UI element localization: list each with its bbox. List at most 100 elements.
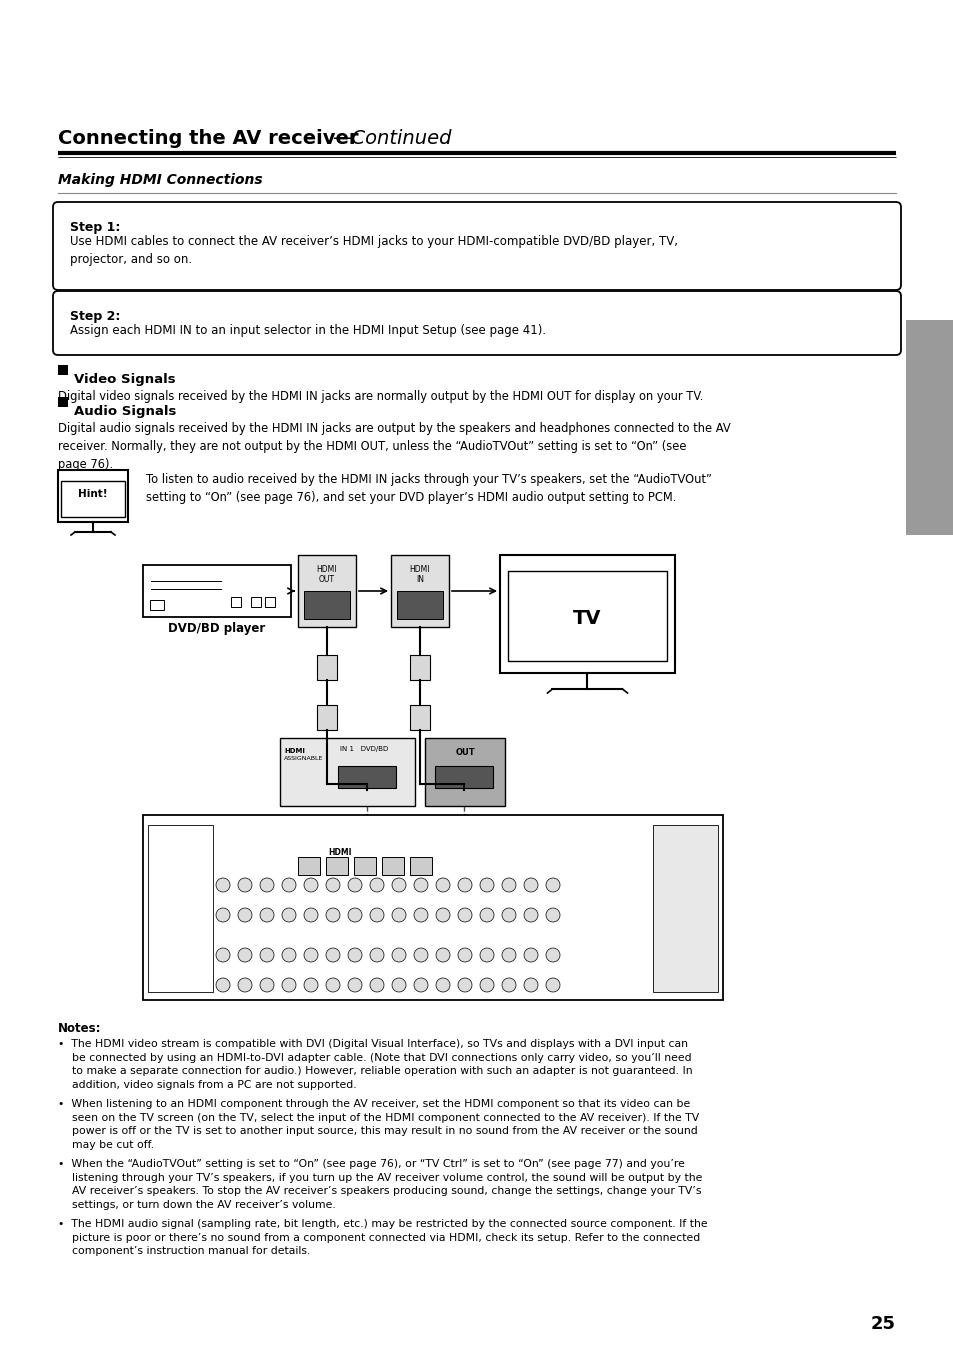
Text: •  The HDMI audio signal (sampling rate, bit length, etc.) may be restricted by : • The HDMI audio signal (sampling rate, … — [58, 1219, 707, 1256]
Circle shape — [348, 878, 361, 892]
Circle shape — [260, 878, 274, 892]
Circle shape — [304, 948, 317, 962]
Text: TV: TV — [573, 608, 601, 627]
Circle shape — [457, 978, 472, 992]
Bar — [424, 738, 504, 807]
Circle shape — [414, 878, 428, 892]
Circle shape — [348, 978, 361, 992]
Bar — [143, 565, 291, 617]
Circle shape — [392, 948, 406, 962]
Bar — [58, 365, 68, 376]
Circle shape — [479, 878, 494, 892]
Text: Video Signals: Video Signals — [74, 373, 175, 386]
Circle shape — [237, 978, 252, 992]
Text: Assign each HDMI IN to an input selector in the HDMI Input Setup (see page 41).: Assign each HDMI IN to an input selector… — [70, 324, 545, 336]
Bar — [410, 857, 432, 875]
Circle shape — [326, 908, 339, 921]
Bar — [391, 555, 449, 627]
Text: Audio Signals: Audio Signals — [74, 405, 176, 417]
Text: DVD/BD player: DVD/BD player — [168, 621, 265, 635]
Circle shape — [326, 878, 339, 892]
Bar — [410, 655, 430, 680]
Text: HDMI
IN: HDMI IN — [410, 565, 430, 585]
Bar — [280, 738, 415, 807]
Text: HDMI
OUT: HDMI OUT — [316, 565, 337, 585]
Text: •  The HDMI video stream is compatible with DVI (Digital Visual Interface), so T: • The HDMI video stream is compatible wi… — [58, 1039, 692, 1090]
Circle shape — [523, 908, 537, 921]
Circle shape — [348, 908, 361, 921]
Circle shape — [457, 878, 472, 892]
Bar — [297, 555, 355, 627]
Bar — [337, 766, 395, 788]
Circle shape — [392, 878, 406, 892]
Circle shape — [392, 978, 406, 992]
Circle shape — [304, 878, 317, 892]
Text: Step 2:: Step 2: — [70, 309, 120, 323]
Text: Hint!: Hint! — [78, 489, 108, 499]
Text: HDMI: HDMI — [328, 848, 351, 857]
Circle shape — [545, 878, 559, 892]
Circle shape — [501, 908, 516, 921]
Circle shape — [414, 978, 428, 992]
Circle shape — [260, 908, 274, 921]
Circle shape — [457, 948, 472, 962]
Circle shape — [370, 948, 384, 962]
Circle shape — [237, 948, 252, 962]
Bar — [354, 857, 375, 875]
Bar — [435, 766, 493, 788]
Circle shape — [414, 948, 428, 962]
Circle shape — [237, 878, 252, 892]
Circle shape — [545, 948, 559, 962]
Circle shape — [436, 978, 450, 992]
Bar — [251, 597, 261, 607]
Text: Making HDMI Connections: Making HDMI Connections — [58, 173, 262, 186]
Text: 25: 25 — [870, 1315, 895, 1333]
Circle shape — [370, 908, 384, 921]
Circle shape — [215, 948, 230, 962]
Text: Step 1:: Step 1: — [70, 222, 120, 234]
Circle shape — [436, 948, 450, 962]
Circle shape — [282, 908, 295, 921]
Bar — [316, 705, 336, 730]
Circle shape — [436, 908, 450, 921]
Circle shape — [282, 948, 295, 962]
Text: Notes:: Notes: — [58, 1021, 101, 1035]
Circle shape — [479, 948, 494, 962]
Bar — [265, 597, 274, 607]
Circle shape — [523, 978, 537, 992]
Text: •  When the “AudioTVOut” setting is set to “On” (see page 76), or “TV Ctrl” is s: • When the “AudioTVOut” setting is set t… — [58, 1159, 701, 1209]
Circle shape — [370, 878, 384, 892]
Circle shape — [501, 878, 516, 892]
Bar — [396, 590, 442, 619]
Circle shape — [326, 948, 339, 962]
Text: OUT: OUT — [455, 748, 475, 757]
Text: Digital video signals received by the HDMI IN jacks are normally output by the H: Digital video signals received by the HD… — [58, 390, 702, 403]
Bar — [410, 705, 430, 730]
Circle shape — [370, 978, 384, 992]
Circle shape — [215, 978, 230, 992]
Circle shape — [282, 878, 295, 892]
Circle shape — [348, 948, 361, 962]
Text: IN 1   DVD/BD: IN 1 DVD/BD — [339, 746, 388, 753]
Text: Connecting the AV receiver: Connecting the AV receiver — [58, 128, 358, 149]
Circle shape — [523, 878, 537, 892]
Circle shape — [237, 908, 252, 921]
Text: Use HDMI cables to connect the AV receiver’s HDMI jacks to your HDMI-compatible : Use HDMI cables to connect the AV receiv… — [70, 235, 678, 266]
Circle shape — [501, 978, 516, 992]
Circle shape — [282, 978, 295, 992]
Circle shape — [260, 948, 274, 962]
Circle shape — [479, 978, 494, 992]
Circle shape — [501, 948, 516, 962]
Bar — [61, 481, 125, 517]
Text: —Continued: —Continued — [332, 128, 451, 149]
Bar — [507, 571, 666, 661]
Circle shape — [479, 908, 494, 921]
Circle shape — [215, 908, 230, 921]
Circle shape — [545, 908, 559, 921]
Text: To listen to audio received by the HDMI IN jacks through your TV’s speakers, set: To listen to audio received by the HDMI … — [146, 473, 711, 504]
Circle shape — [392, 908, 406, 921]
FancyBboxPatch shape — [53, 290, 900, 355]
Bar — [58, 397, 68, 407]
Bar — [652, 825, 718, 992]
Circle shape — [260, 978, 274, 992]
